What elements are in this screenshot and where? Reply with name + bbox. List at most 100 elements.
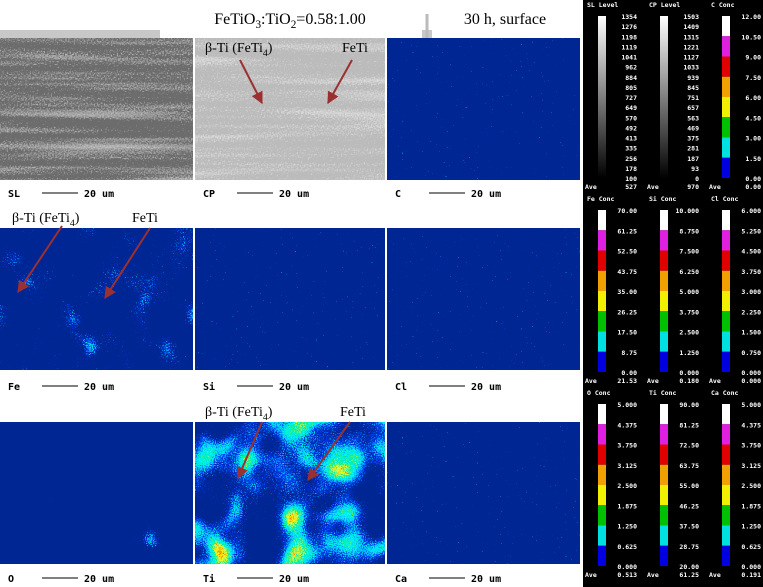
color-bar-segment (660, 291, 668, 311)
scale-background (583, 0, 763, 587)
scale-bar-label: 20 um (279, 189, 309, 200)
figure-canvas: FeTiO3:TiO2=0.58:1.00 30 h, surface SL20… (0, 0, 763, 587)
scale-level: 8.750 (679, 227, 699, 235)
annotation: β-Ti (FeTi4) (12, 211, 80, 229)
color-bar-segment (598, 505, 606, 525)
color-bar-segment (722, 210, 730, 230)
scale-bar-label: 20 um (84, 189, 114, 200)
scale-level: 335 (625, 145, 637, 153)
scale-level: 9.00 (745, 54, 761, 62)
scale-title: Fe Conc (587, 195, 614, 203)
scale-title: O Conc (587, 389, 611, 397)
color-bar-segment (722, 465, 730, 485)
color-bar-segment (722, 445, 730, 465)
color-bar-segment (660, 546, 668, 566)
scale-ave-label: Ave (647, 183, 659, 191)
scale-level: 962 (625, 64, 637, 72)
scale-level: 3.125 (741, 462, 761, 470)
panel-label: Ti (203, 573, 215, 585)
scale-level: 26.25 (617, 308, 637, 316)
color-bar-segment (722, 138, 730, 158)
scale-level: 727 (625, 94, 637, 102)
color-bar-segment (598, 271, 606, 291)
annotation: FeTi (340, 405, 366, 420)
annotation: β-Ti (FeTi4) (205, 405, 273, 423)
scale-level: 55.00 (679, 482, 699, 490)
color-bar-segment (722, 271, 730, 291)
color-bar-segment (722, 332, 730, 352)
color-bar-segment (660, 404, 668, 424)
scale-ave: 0.00 (745, 183, 761, 191)
header-condition: 30 h, surface (464, 11, 546, 28)
scale-title: Ti Conc (649, 389, 676, 397)
color-bar-segment (722, 97, 730, 117)
figure: FeTiO3:TiO2=0.58:1.00 30 h, surface SL20… (0, 0, 763, 587)
color-bar-segment (722, 485, 730, 505)
text-part: FeTi (132, 211, 158, 226)
color-bar-segment (660, 210, 668, 230)
scale-level: 8.75 (621, 349, 637, 357)
scale-level: 7.500 (679, 248, 699, 256)
color-bar-segment (722, 77, 730, 97)
color-bar-segment (598, 485, 606, 505)
color-bar-segment (660, 332, 668, 352)
scale-bar-label: 20 um (84, 382, 114, 393)
scale-level: 5.000 (617, 401, 637, 409)
color-bar-segment (660, 445, 668, 465)
scale-ave-label: Ave (709, 377, 721, 385)
scale-ave: 0.513 (617, 571, 637, 579)
color-bar-segment (660, 352, 668, 372)
scale-level: 1127 (683, 54, 699, 62)
scale-level: 1.250 (617, 523, 637, 531)
panel-label: Cl (395, 382, 407, 393)
scale-level: 4.50 (745, 114, 761, 122)
scale-level: 1041 (621, 54, 637, 62)
scale-level: 884 (625, 74, 637, 82)
scale-level: 1.875 (741, 502, 761, 510)
color-bar-segment (722, 16, 730, 36)
color-bar-segment (598, 210, 606, 230)
color-bar-segment (660, 251, 668, 271)
scale-title: SL Level (587, 1, 618, 9)
scale-level: 649 (625, 104, 637, 112)
scale-level: 2.500 (741, 482, 761, 490)
color-bar-segment (598, 311, 606, 331)
scale-bar-label: 20 um (279, 382, 309, 393)
scale-level: 3.000 (741, 288, 761, 296)
color-bar-segment (722, 251, 730, 271)
scale-level: 178 (625, 165, 637, 173)
scale-level: 281 (687, 145, 699, 153)
scale-level: 10.000 (676, 207, 700, 215)
scale-level: 570 (625, 114, 637, 122)
scale-level: 413 (625, 135, 637, 143)
scale-level: 12.00 (741, 13, 761, 21)
scale-title: Ca Conc (711, 389, 738, 397)
color-bar-segment (722, 230, 730, 250)
scale-ave-label: Ave (709, 571, 721, 579)
scale-level: 93 (691, 165, 699, 173)
color-bar-segment (598, 230, 606, 250)
color-bar-segment (722, 352, 730, 372)
scale-level: 1409 (683, 23, 699, 31)
scale-ave: 21.53 (617, 377, 637, 385)
scale-ave: 527 (625, 183, 637, 191)
scale-level: 0.625 (617, 543, 637, 551)
scale-level: 751 (687, 94, 699, 102)
scale-level: 4.500 (741, 248, 761, 256)
color-bar-segment (660, 505, 668, 525)
color-bar-segment (722, 57, 730, 77)
scale-level: 17.50 (617, 329, 637, 337)
scale-level: 3.750 (741, 442, 761, 450)
scale-level: 187 (687, 155, 699, 163)
element-map (0, 422, 193, 564)
color-bar-segment (722, 424, 730, 444)
text-part: ) (268, 41, 273, 56)
scale-level: 6.000 (741, 207, 761, 215)
scale-level: 469 (687, 124, 699, 132)
scale-level: 256 (625, 155, 637, 163)
color-bar (660, 16, 668, 178)
scale-level: 90.00 (679, 401, 699, 409)
color-bar-segment (660, 465, 668, 485)
panel-label: O (8, 574, 14, 585)
scale-level: 2.500 (679, 329, 699, 337)
